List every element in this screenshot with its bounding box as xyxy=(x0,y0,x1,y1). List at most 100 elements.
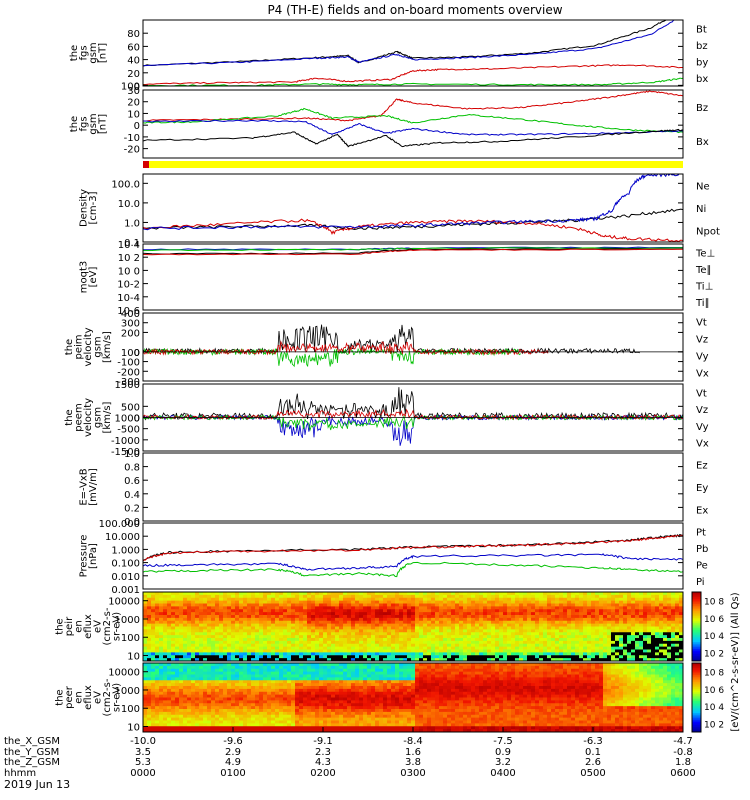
spectrogram-cell xyxy=(339,592,344,596)
spectrogram-cell xyxy=(151,691,156,696)
spectrogram-cell xyxy=(303,643,308,648)
spectrogram-cell xyxy=(379,606,384,610)
spectrogram-cell xyxy=(327,697,332,701)
series-line-3 xyxy=(143,248,683,256)
spectrogram-cell xyxy=(159,652,164,656)
spectrogram-cell xyxy=(211,691,216,696)
y-axis-label: thepeirenefluxeV(cm2-s-sr-eV) xyxy=(55,607,123,645)
spectrogram-cell xyxy=(187,720,192,724)
spectrogram-cell xyxy=(331,729,336,733)
spectrogram-cell xyxy=(263,635,268,639)
spectrogram-cell xyxy=(451,649,456,653)
spectrogram-cell xyxy=(371,700,376,704)
spectrogram-cell xyxy=(483,635,488,639)
spectrogram-cell xyxy=(171,683,176,687)
spectrogram-cell xyxy=(351,703,356,707)
spectrogram-cell xyxy=(587,638,592,642)
spectrogram-cell xyxy=(335,646,340,650)
spectrogram-cell xyxy=(263,592,268,596)
spectrogram-cell xyxy=(223,643,228,648)
spectrogram-cell xyxy=(231,649,236,653)
spectrogram-cell xyxy=(303,729,308,733)
spectrogram-cell xyxy=(339,649,344,653)
spectrogram-cell xyxy=(567,606,572,610)
spectrogram-cell xyxy=(163,703,168,707)
legend-entry: Vy xyxy=(696,422,709,433)
spectrogram-cell xyxy=(227,612,232,616)
spectrogram-cell xyxy=(291,632,296,636)
spectrogram-cell xyxy=(331,600,336,604)
spectrogram-cell xyxy=(159,665,164,670)
spectrogram-cell xyxy=(635,655,640,659)
spectrogram-cell xyxy=(291,714,296,719)
spectrogram-cell xyxy=(207,603,212,607)
spectrogram-cell xyxy=(355,638,360,642)
spectrogram-cell xyxy=(543,652,548,656)
spectrogram-cell xyxy=(339,723,344,727)
spectrogram-cell xyxy=(191,646,196,650)
spectrogram-cell xyxy=(243,658,248,662)
spectrogram-cell xyxy=(339,665,344,670)
spectrogram-cell xyxy=(235,612,240,616)
spectrogram-cell xyxy=(243,680,248,684)
spectrogram-cell xyxy=(231,658,236,662)
spectrogram-cell xyxy=(143,680,148,684)
spectrogram-cell xyxy=(655,620,660,625)
spectrogram-cell xyxy=(335,688,340,693)
spectrogram-cell xyxy=(263,723,268,727)
spectrogram-cell xyxy=(151,683,156,687)
spectrogram-cell xyxy=(343,671,348,675)
spectrogram-cell xyxy=(263,629,268,633)
spectrogram-cell xyxy=(551,646,556,650)
spectrogram-cell xyxy=(387,629,392,633)
spectrogram-cell xyxy=(343,711,348,716)
spectrogram-cell xyxy=(535,620,540,625)
spectrogram-cell xyxy=(379,632,384,636)
spectrogram-cell xyxy=(379,612,384,616)
spectrogram-cell xyxy=(347,620,352,625)
spectrogram-cell xyxy=(247,652,252,656)
spectrogram-cell xyxy=(247,677,252,681)
y-tick-label: -300 xyxy=(117,377,140,388)
spectrogram-cell xyxy=(575,635,580,639)
spectrogram-cell xyxy=(191,640,196,645)
spectrogram-cell xyxy=(231,665,236,670)
spectrogram-cell xyxy=(551,612,556,616)
spectrogram-cell xyxy=(327,643,332,648)
spectrogram-cell xyxy=(271,686,276,690)
spectrogram-cell xyxy=(459,638,464,642)
spectrogram-cell xyxy=(171,635,176,639)
spectrogram-cell xyxy=(331,694,336,698)
spectrogram-cell xyxy=(579,626,584,630)
spectrogram-cell xyxy=(531,609,536,613)
spectrogram-cell xyxy=(515,658,520,662)
spectrogram-cell xyxy=(147,683,152,687)
y-tick-label: 20 xyxy=(127,69,140,80)
spectrogram-cell xyxy=(323,665,328,670)
spectrogram-cell xyxy=(151,723,156,727)
spectrogram-cell xyxy=(171,686,176,690)
spectrogram-cell xyxy=(531,597,536,602)
spectrogram-cell xyxy=(267,663,272,667)
spectrogram-cell xyxy=(199,680,204,684)
spectrogram-cell xyxy=(331,671,336,675)
spectrogram-cell xyxy=(331,709,336,713)
spectrogram-cell xyxy=(211,600,216,604)
spectrogram-cell xyxy=(155,714,160,719)
spectrogram-cell xyxy=(171,714,176,719)
spectrogram-cell xyxy=(311,665,316,670)
spectrogram-cell xyxy=(187,606,192,610)
legend-entry: Ey xyxy=(696,483,708,494)
spectrogram-cell xyxy=(499,658,504,662)
spectrogram-cell xyxy=(463,623,468,627)
spectrogram-cell xyxy=(163,649,168,653)
spectrogram-cell xyxy=(155,677,160,681)
spectrogram-cell xyxy=(311,655,316,659)
spectrogram-cell xyxy=(651,606,656,610)
spectrogram-cell xyxy=(171,717,176,721)
spectrogram-cell xyxy=(351,612,356,616)
spectrogram-cell xyxy=(175,706,180,710)
spectrogram-cell xyxy=(323,683,328,687)
spectrogram-cell xyxy=(143,697,148,701)
spectrogram-cell xyxy=(495,626,500,630)
